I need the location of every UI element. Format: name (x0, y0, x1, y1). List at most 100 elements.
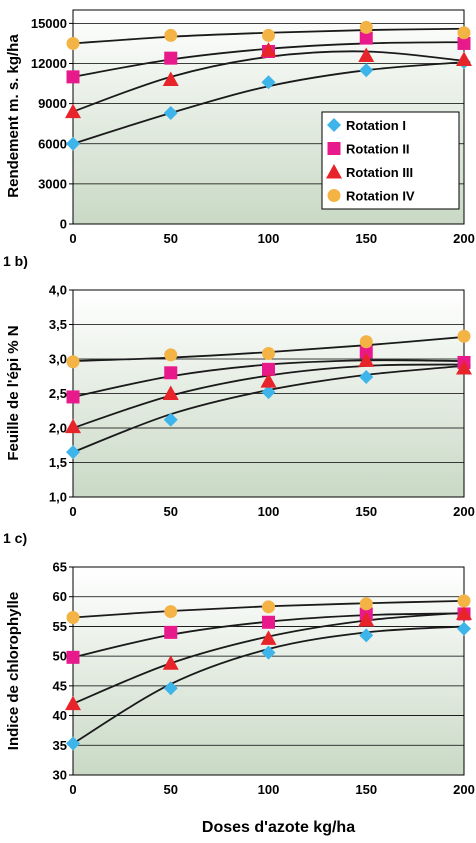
data-point-3 (358, 352, 375, 367)
data-point-3 (162, 71, 179, 87)
y-tick-label: 1,5 (49, 455, 67, 470)
data-point-1 (66, 736, 80, 751)
panel-label: 1 c) (3, 530, 27, 546)
x-tick-label: 200 (453, 782, 475, 797)
data-point-2 (359, 31, 373, 45)
data-point-1 (261, 645, 276, 660)
panel-label: 1 b) (3, 253, 28, 269)
data-point-1 (359, 628, 374, 643)
y-tick-label: 3,0 (49, 352, 67, 367)
legend-box (321, 111, 460, 210)
y-tick-label: 6000 (38, 136, 67, 151)
y-tick-label: 4,0 (49, 283, 67, 298)
x-axis-label: Doses d'azote kg/ha (202, 819, 355, 836)
data-point-2 (262, 615, 275, 629)
y-tick-label: 40 (53, 708, 67, 723)
data-point-2 (66, 390, 80, 404)
y-tick-label: 60 (53, 589, 67, 604)
data-point-3 (260, 373, 277, 388)
data-point-2 (262, 362, 275, 376)
x-tick-label: 0 (69, 504, 76, 519)
x-tick-label: 150 (355, 231, 377, 246)
data-point-2 (164, 51, 178, 65)
y-axis-label: Indice de chlorophylle (5, 592, 22, 750)
data-point-1 (261, 75, 276, 90)
data-point-2 (359, 345, 373, 359)
legend-entry: Rotation I (346, 118, 406, 133)
data-point-1 (163, 105, 178, 120)
data-point-1 (163, 412, 178, 427)
y-tick-label: 3000 (38, 176, 67, 191)
y-axis-label: Rendement m. s. kg/ha (5, 34, 22, 198)
data-point-4 (66, 355, 80, 369)
legend-marker (327, 189, 341, 202)
legend-marker (327, 118, 341, 132)
data-point-2 (66, 650, 80, 664)
y-tick-label: 45 (53, 678, 67, 693)
data-point-1 (163, 681, 178, 696)
x-tick-label: 0 (69, 782, 76, 797)
y-tick-label: 50 (53, 649, 67, 664)
data-point-3 (65, 103, 81, 119)
data-point-3 (358, 47, 375, 62)
x-tick-label: 100 (258, 504, 280, 519)
data-point-3 (65, 695, 81, 711)
legend: Rotation I Rotation II Rotation III Rotatio… (321, 111, 460, 210)
data-point-1 (66, 445, 80, 460)
data-point-3 (260, 42, 277, 57)
data-point-1 (261, 385, 276, 400)
data-point-3 (456, 359, 472, 375)
y-tick-label: 12000 (31, 56, 67, 71)
data-point-4 (164, 28, 178, 42)
legend-entry: Rotation III (346, 165, 413, 180)
x-tick-label: 100 (258, 231, 280, 246)
chart-panel-3: 30 35 40 45 50 55 60 65 0 50 100 150 200 Indice de ch… (3, 530, 475, 836)
data-point-3 (260, 630, 277, 645)
y-tick-label: 55 (53, 619, 67, 634)
data-point-2 (66, 70, 80, 84)
y-tick-label: 9000 (38, 96, 67, 111)
data-point-4 (359, 20, 373, 34)
y-tick-label: 30 (53, 768, 67, 783)
x-tick-label: 50 (164, 504, 178, 519)
data-point-3 (65, 418, 81, 434)
data-point-1 (457, 621, 471, 636)
x-tick-label: 0 (69, 231, 76, 246)
legend-entry: Rotation IV (346, 189, 415, 204)
x-tick-label: 50 (164, 231, 178, 246)
legend-entry: Rotation II (346, 142, 410, 157)
data-point-3 (456, 605, 472, 620)
data-point-4 (457, 26, 471, 40)
data-point-3 (162, 655, 179, 670)
x-tick-label: 100 (258, 782, 280, 797)
data-point-3 (358, 611, 375, 627)
y-axis-label: Feuille de l'épi % N (5, 325, 22, 460)
y-tick-label: 15000 (31, 16, 67, 31)
plot-area (72, 566, 465, 776)
legend-marker (327, 142, 341, 155)
data-point-3 (456, 51, 472, 66)
data-point-4 (457, 329, 471, 343)
chart-panel-1: 0 3000 6000 9000 12000 15000 0 50 100 150 200 Rende… (5, 9, 475, 246)
x-tick-label: 150 (355, 782, 377, 797)
data-point-4 (66, 36, 80, 50)
x-tick-label: 50 (164, 782, 178, 797)
data-point-4 (262, 346, 275, 360)
y-tick-label: 0 (60, 217, 67, 232)
data-point-2 (164, 625, 178, 639)
data-point-1 (66, 136, 80, 151)
data-point-2 (457, 36, 471, 50)
data-point-4 (262, 28, 275, 42)
y-tick-label: 1,0 (49, 490, 67, 505)
data-point-4 (164, 348, 178, 362)
chart-panel-2: 1,0 1,5 2,0 2,5 3,0 3,5 4,0 0 50 100 150 200 Feuille… (3, 253, 475, 519)
x-tick-label: 200 (453, 231, 475, 246)
y-tick-label: 2,5 (49, 386, 67, 401)
data-point-4 (66, 611, 80, 625)
y-tick-label: 2,0 (49, 421, 67, 436)
data-point-4 (359, 335, 373, 349)
data-point-1 (359, 63, 374, 78)
x-tick-label: 200 (453, 504, 475, 519)
x-tick-label: 150 (355, 504, 377, 519)
